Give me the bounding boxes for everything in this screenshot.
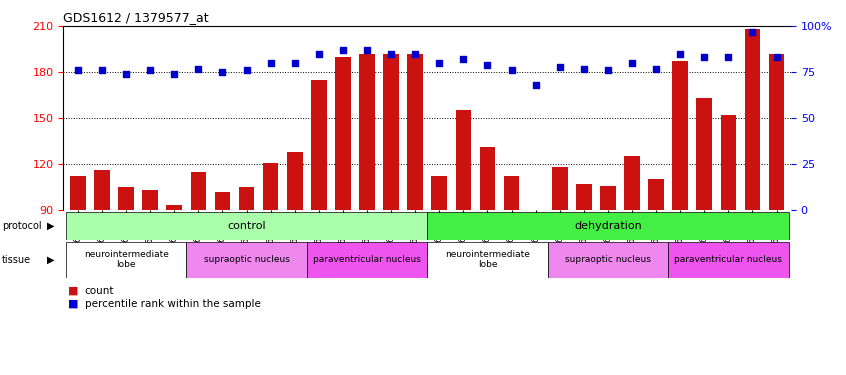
Point [745, 29, 759, 35]
Bar [167, 206, 182, 210]
Bar [431, 176, 447, 210]
Point [650, 66, 663, 72]
Bar [576, 184, 591, 210]
Bar [94, 170, 110, 210]
Text: supraoptic nucleus: supraoptic nucleus [565, 255, 651, 264]
Bar [552, 167, 568, 210]
Bar [70, 176, 85, 210]
Point [553, 64, 567, 70]
Point [722, 54, 735, 60]
Point [168, 71, 181, 77]
Text: paraventricular nucleus: paraventricular nucleus [313, 255, 421, 264]
Bar [383, 54, 399, 210]
Bar [721, 115, 736, 210]
Bar [673, 62, 688, 210]
Bar [66, 242, 186, 278]
Point [264, 60, 277, 66]
Text: neurointermediate
lobe: neurointermediate lobe [84, 250, 168, 269]
Point [577, 66, 591, 72]
Text: ■: ■ [68, 299, 78, 309]
Point [384, 51, 398, 57]
Text: dehydration: dehydration [574, 221, 642, 231]
Text: control: control [228, 221, 266, 231]
Bar [311, 80, 327, 210]
Point [312, 51, 326, 57]
Point [239, 68, 253, 74]
Point [216, 69, 229, 75]
Bar [600, 186, 616, 210]
Point [336, 47, 349, 53]
Bar [648, 179, 664, 210]
Bar [668, 242, 788, 278]
Point [119, 71, 133, 77]
Text: count: count [85, 286, 114, 296]
Bar [66, 212, 427, 240]
Bar [744, 29, 761, 210]
Text: ▶: ▶ [47, 255, 54, 265]
Bar [427, 242, 547, 278]
Text: percentile rank within the sample: percentile rank within the sample [85, 299, 261, 309]
Point [505, 68, 519, 74]
Bar [696, 98, 712, 210]
Bar [287, 152, 303, 210]
Text: paraventricular nucleus: paraventricular nucleus [674, 255, 783, 264]
Point [673, 51, 687, 57]
Text: ■: ■ [68, 286, 78, 296]
Bar [263, 162, 278, 210]
Bar [335, 57, 351, 210]
Point [288, 60, 301, 66]
Point [409, 51, 422, 57]
Bar [118, 187, 134, 210]
Text: supraoptic nucleus: supraoptic nucleus [204, 255, 289, 264]
Point [697, 54, 711, 60]
Bar [427, 212, 788, 240]
Bar [455, 111, 471, 210]
Bar [480, 147, 495, 210]
Point [432, 60, 446, 66]
Text: ▶: ▶ [47, 221, 54, 231]
Bar [547, 242, 668, 278]
Point [360, 47, 374, 53]
Bar [307, 242, 427, 278]
Point [457, 56, 470, 62]
Bar [528, 210, 543, 218]
Point [481, 62, 494, 68]
Text: tissue: tissue [2, 255, 30, 265]
Bar [190, 172, 206, 210]
Text: protocol: protocol [2, 221, 41, 231]
Point [602, 68, 615, 74]
Bar [408, 54, 423, 210]
Point [144, 68, 157, 74]
Bar [142, 190, 158, 210]
Text: GDS1612 / 1379577_at: GDS1612 / 1379577_at [63, 11, 209, 24]
Point [71, 68, 85, 74]
Point [96, 68, 109, 74]
Bar [215, 192, 230, 210]
Bar [360, 54, 375, 210]
Point [529, 82, 542, 88]
Bar [503, 176, 519, 210]
Text: neurointermediate
lobe: neurointermediate lobe [445, 250, 530, 269]
Bar [769, 54, 784, 210]
Point [770, 54, 783, 60]
Point [191, 66, 205, 72]
Bar [186, 242, 307, 278]
Bar [624, 156, 640, 210]
Point [625, 60, 639, 66]
Bar [239, 187, 255, 210]
